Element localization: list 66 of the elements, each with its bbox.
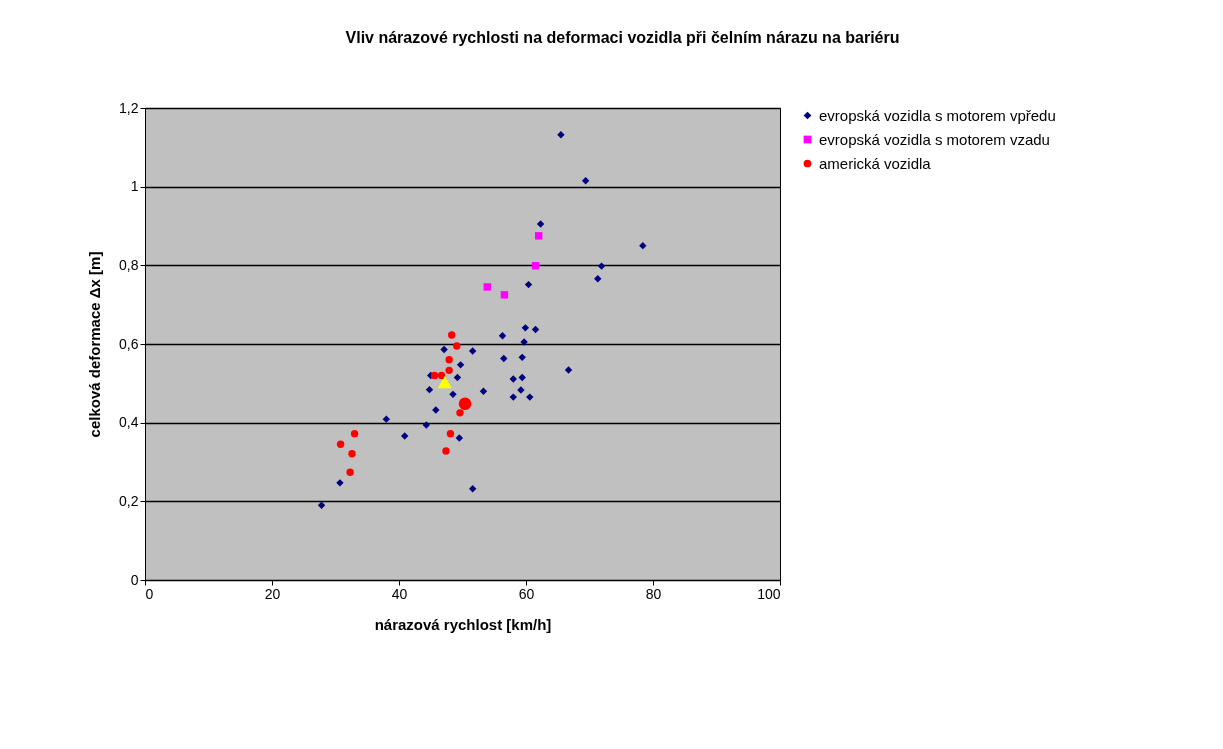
point (422, 421, 431, 429)
y-tick-label: 0 (130, 571, 139, 588)
point (479, 387, 488, 395)
point (437, 371, 446, 380)
y-tick-label: 0,8 (119, 256, 139, 273)
y-tick-label: 0,6 (119, 335, 139, 352)
x-tick-label: 60 (518, 585, 535, 602)
point (350, 429, 359, 438)
point (442, 447, 450, 455)
chart-title: Vliv nárazové rychlosti na deformaci vozidla při čelním nárazu na bariéru (345, 29, 900, 46)
point (348, 450, 356, 458)
point (336, 440, 345, 448)
point (401, 432, 409, 440)
point (455, 434, 464, 442)
point (524, 280, 533, 289)
point (448, 331, 456, 339)
point (518, 373, 526, 382)
point (557, 131, 565, 139)
point (594, 275, 602, 283)
y-tick-label: 1,2 (119, 99, 139, 116)
point (639, 241, 647, 250)
point (456, 361, 465, 369)
y-tick-label: 1 (130, 178, 139, 195)
point (597, 262, 606, 270)
x-tick-label: 80 (645, 585, 662, 602)
legend-label: evropská vozidla s motorem vzadu (819, 130, 1050, 148)
point (509, 393, 518, 401)
point (317, 501, 326, 509)
legend-label: evropská vozidla s motorem vpředu (819, 106, 1056, 124)
point (440, 345, 448, 354)
point (449, 390, 457, 399)
point (500, 354, 508, 363)
point (536, 220, 545, 228)
point (458, 397, 472, 411)
legend-label: americká vozidla (819, 154, 932, 172)
point (445, 366, 453, 375)
point (531, 325, 540, 334)
y-tick-label: 0,2 (119, 492, 139, 509)
point (382, 415, 391, 423)
point (453, 373, 462, 382)
point (425, 385, 434, 394)
point (581, 177, 590, 185)
point (509, 375, 518, 383)
point (534, 232, 543, 240)
x-tick-label: 40 (391, 585, 408, 602)
point (453, 342, 461, 350)
point (430, 371, 439, 380)
point (483, 283, 491, 291)
point (445, 356, 453, 364)
y-axis-title: celková deformace Δx [m] (86, 251, 104, 438)
x-tick-label: 0 (145, 585, 154, 602)
x-tick-label: 100 (757, 585, 781, 602)
point (437, 376, 452, 389)
x-tick-label: 20 (264, 585, 281, 602)
point (456, 409, 464, 417)
x-axis-title: nárazová rychlost [km/h] (374, 615, 552, 633)
point (498, 332, 507, 340)
y-tick-label: 0,4 (119, 414, 139, 431)
point (564, 366, 573, 374)
point (346, 468, 354, 476)
point (468, 347, 477, 355)
point (500, 291, 509, 299)
point (521, 324, 530, 332)
point (446, 429, 455, 438)
point (518, 353, 526, 362)
point (468, 485, 477, 493)
